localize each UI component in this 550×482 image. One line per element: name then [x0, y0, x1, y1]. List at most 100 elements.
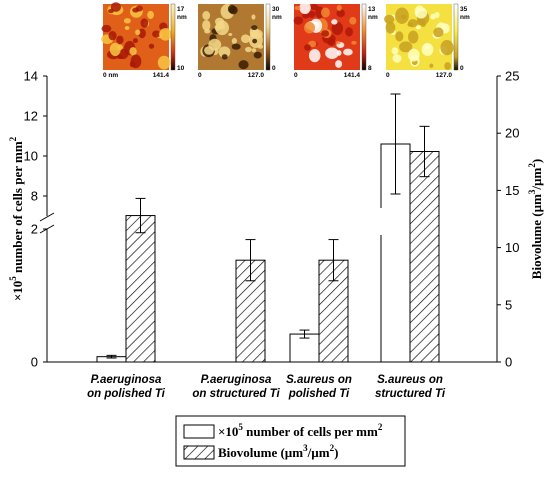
right-tick-label: 20: [505, 126, 519, 141]
afm-x-right: 141.4: [153, 72, 170, 79]
bars: [96, 143, 440, 363]
biovolume-bar: [125, 215, 156, 363]
category-label-line: P.aeruginosa: [91, 374, 162, 386]
left-tick-label: 2: [31, 222, 38, 237]
afm-texture: [308, 10, 316, 18]
afm-texture: [257, 44, 264, 49]
afm-texture: [108, 30, 117, 41]
afm-x-right: 127.0: [436, 72, 453, 79]
right-tick-label: 25: [505, 69, 519, 84]
category-label-line: on polished Ti: [87, 388, 166, 400]
left-tick-label: 8: [31, 189, 38, 204]
afm-texture: [251, 14, 256, 20]
afm-texture: [147, 10, 154, 19]
afm-texture: [152, 30, 161, 38]
afm-texture: [299, 1, 311, 15]
afm-texture: [240, 34, 251, 43]
legend-swatch-biovolume: [183, 445, 215, 460]
afm-x-left: 0: [198, 72, 202, 79]
category-labels: P.aeruginosa on polished Ti P.aeruginosa on…: [87, 374, 446, 400]
afm-texture: [123, 18, 131, 24]
afm-texture: [320, 7, 330, 18]
afm-texture: [231, 37, 238, 45]
afm-texture: [221, 54, 228, 60]
afm-x-left: 0: [386, 72, 390, 79]
afm-x-left: 0 nm: [103, 72, 118, 79]
afm-texture: [304, 44, 312, 51]
afm-scale-top: 17: [177, 6, 185, 13]
afm-texture: [434, 11, 440, 19]
afm-texture: [202, 11, 211, 20]
afm-scale-bottom: 10: [177, 65, 185, 72]
afm-texture: [116, 35, 124, 45]
axis-break-mark: [39, 212, 55, 222]
right-axis-ticks: 0 5 10 15 20 25: [497, 69, 519, 370]
afm-texture: [343, 48, 353, 56]
afm-texture: [132, 38, 139, 44]
afm-texture: [252, 38, 258, 44]
afm-texture: [251, 25, 258, 31]
afm-scale-bottom: 8: [368, 65, 372, 72]
afm-texture: [109, 42, 121, 57]
afm-texture: [101, 24, 112, 33]
afm-texture: [229, 5, 238, 15]
afm-texture: [335, 40, 341, 45]
afm-texture: [110, 2, 121, 12]
left-axis-ticks: 0 2 8 10 12 14: [24, 69, 47, 370]
afm-texture: [407, 48, 420, 62]
afm-texture: [331, 19, 338, 25]
afm-texture: [321, 30, 330, 37]
afm-texture: [415, 25, 421, 30]
afm-texture: [148, 43, 155, 49]
afm-scale-unit: nm: [272, 14, 282, 21]
cells-bar: [289, 333, 320, 363]
afm-texture: [308, 48, 321, 63]
afm-texture: [124, 25, 130, 31]
left-axis-title: ×105 number of cells per mm2: [8, 136, 25, 301]
category-label: S.aureus on structured Ti: [375, 374, 446, 400]
right-axis-title: Biovolume (µm3/µm2): [527, 159, 544, 279]
afm-texture: [309, 3, 319, 11]
afm-texture: [129, 47, 137, 56]
afm-texture: [345, 27, 353, 37]
category-label-line: S.aureus on: [377, 374, 443, 386]
category-label-line: P.aeruginosa: [201, 374, 272, 386]
left-tick-label: 14: [24, 69, 38, 84]
afm-texture: [444, 62, 451, 70]
afm-texture: [108, 8, 114, 14]
afm-colorbar: [265, 3, 271, 71]
afm-texture: [395, 31, 404, 42]
afm-scale-bottom: 0: [272, 65, 276, 72]
afm-texture: [391, 47, 399, 55]
afm-texture: [327, 38, 336, 47]
category-label-line: polished Ti: [288, 388, 350, 400]
afm-texture: [301, 13, 310, 19]
afm-texture: [138, 28, 146, 39]
left-tick-label: 12: [24, 109, 38, 124]
right-tick-label: 10: [505, 240, 519, 255]
afm-scale-bottom: 0: [460, 65, 464, 72]
afm-texture: [202, 20, 211, 31]
afm-texture: [351, 40, 357, 45]
afm-scale-unit: nm: [368, 14, 378, 21]
category-label: P.aeruginosa on polished Ti: [87, 374, 166, 400]
afm-texture: [130, 54, 142, 69]
afm-texture: [294, 6, 301, 11]
left-tick-label: 0: [31, 355, 38, 370]
afm-texture: [228, 32, 233, 37]
afm-texture: [140, 18, 149, 28]
right-tick-label: 15: [505, 183, 519, 198]
right-tick-label: 5: [505, 297, 512, 312]
afm-texture: [214, 17, 225, 26]
afm-texture: [293, 16, 304, 25]
afm-scale-unit: nm: [177, 14, 187, 21]
afm-texture: [433, 27, 444, 38]
afm-texture: [336, 9, 345, 18]
afm-texture: [429, 63, 434, 68]
afm-texture: [399, 41, 413, 53]
legend-label-cells: ×105 number of cells per mm2: [218, 422, 383, 439]
afm-texture: [159, 28, 172, 41]
afm-texture: [441, 23, 450, 34]
afm-texture: [384, 14, 395, 24]
